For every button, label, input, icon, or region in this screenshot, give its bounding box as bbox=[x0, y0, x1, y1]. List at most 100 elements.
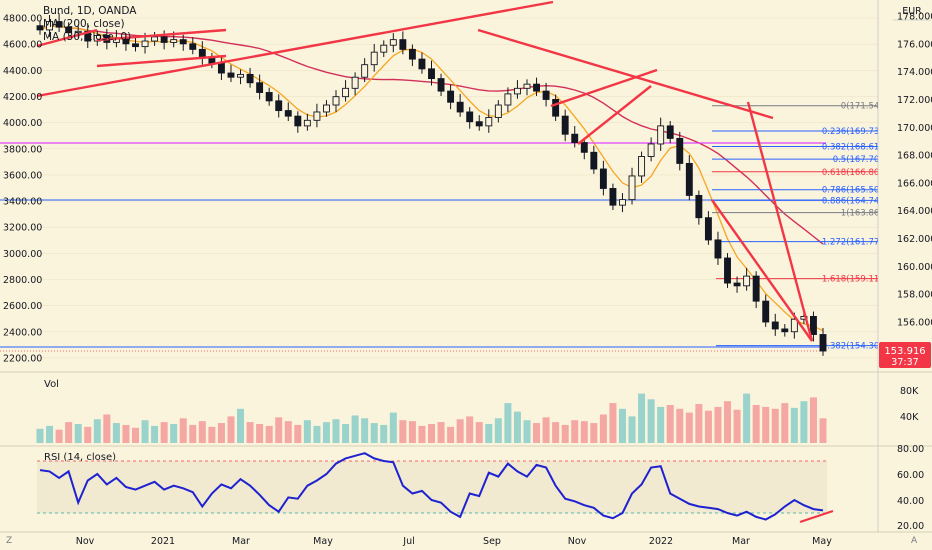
right-axis-tick: 156.000 bbox=[897, 318, 932, 329]
volume-bar bbox=[618, 408, 626, 443]
candle-body bbox=[685, 162, 693, 196]
right-axis-tick: 164.000 bbox=[897, 206, 932, 217]
volume-bar bbox=[256, 424, 264, 443]
candle-body bbox=[275, 100, 283, 112]
left-axis-tick: 2400.00 bbox=[3, 327, 42, 338]
volume-bar bbox=[151, 425, 159, 443]
right-axis-bg bbox=[878, 0, 932, 550]
volume-bar bbox=[160, 422, 168, 443]
left-axis-tick: 4800.00 bbox=[3, 14, 42, 25]
time-axis-tick: May bbox=[812, 536, 832, 547]
candle-body bbox=[552, 99, 560, 117]
volume-bar bbox=[447, 426, 455, 443]
volume-bar bbox=[647, 399, 655, 443]
volume-bar bbox=[676, 408, 684, 443]
left-axis-tick: 4600.00 bbox=[3, 40, 42, 51]
trendlines[interactable] bbox=[36, 0, 814, 342]
volume-bar bbox=[408, 421, 416, 443]
left-axis-tick: 4200.00 bbox=[3, 92, 42, 103]
volume-bar bbox=[466, 416, 474, 443]
falling-channel-upper bbox=[746, 101, 814, 342]
candle-body bbox=[781, 328, 789, 333]
candle-body bbox=[485, 117, 493, 127]
volume-bar bbox=[762, 406, 770, 443]
rsi-label: RSI (14, close) bbox=[44, 452, 116, 463]
left-axis-tick: 3800.00 bbox=[3, 144, 42, 155]
fib-label: 0(171.549) bbox=[841, 102, 888, 112]
rsi-band bbox=[37, 461, 827, 513]
candle-body bbox=[46, 21, 53, 31]
volume-bar bbox=[189, 424, 197, 443]
candle-body bbox=[790, 318, 798, 333]
candle-body bbox=[332, 96, 340, 106]
fib-label: 0.382(154.301) bbox=[822, 342, 888, 352]
candle-body bbox=[437, 78, 445, 92]
auto-scale-icon[interactable]: A bbox=[911, 536, 918, 546]
candle-body bbox=[389, 39, 397, 46]
left-axis-tick: 2800.00 bbox=[3, 275, 42, 286]
volume-bar bbox=[217, 423, 225, 443]
candle-body bbox=[561, 115, 569, 135]
volume-bar bbox=[504, 403, 512, 443]
volume-bar bbox=[638, 393, 646, 443]
rsi-tick-40: 40.00 bbox=[897, 496, 924, 507]
candle-body bbox=[151, 36, 159, 42]
time-axis-tick: Nov bbox=[568, 536, 587, 547]
volume-tick-40k: 40K bbox=[900, 412, 919, 423]
candle-body bbox=[609, 188, 617, 206]
time-axis-tick: Jul bbox=[402, 536, 414, 547]
wedge-lower bbox=[577, 85, 652, 145]
volume-bar bbox=[46, 425, 54, 443]
long-rising-trendline bbox=[36, 0, 554, 98]
time-axis-tick: 2021 bbox=[151, 536, 175, 547]
volume-bar bbox=[380, 424, 388, 443]
volume-bar bbox=[599, 414, 607, 443]
right-axis-tick: 162.000 bbox=[897, 234, 932, 245]
candle-body bbox=[771, 321, 779, 330]
candle-body bbox=[762, 300, 770, 323]
candle-body bbox=[752, 275, 760, 302]
fib-label: 1.618(159.117) bbox=[822, 275, 888, 285]
volume-bar bbox=[752, 405, 760, 443]
candle-body bbox=[408, 48, 416, 60]
candle-body bbox=[284, 110, 292, 117]
candle-body bbox=[179, 39, 187, 45]
candle-body bbox=[428, 68, 435, 80]
candle-body bbox=[542, 90, 550, 100]
candle-body bbox=[571, 133, 579, 144]
volume-bar bbox=[418, 425, 426, 443]
candle-body bbox=[599, 168, 607, 189]
timezone-icon[interactable]: Z bbox=[6, 536, 12, 546]
fib-label: 1(163.865) bbox=[841, 209, 888, 219]
time-axis-tick: 2022 bbox=[649, 536, 673, 547]
candle-body bbox=[370, 51, 378, 66]
candle-body bbox=[619, 199, 626, 206]
ma200-label: MA (200, close) bbox=[43, 18, 125, 30]
volume-bar bbox=[227, 416, 235, 443]
fib-label: 0.618(166.800) bbox=[822, 168, 888, 178]
candle-body bbox=[246, 73, 254, 84]
volume-bar bbox=[284, 421, 292, 443]
candle-body bbox=[523, 83, 531, 89]
left-axis-tick: 2600.00 bbox=[3, 301, 42, 312]
right-axis-tick: 176.000 bbox=[897, 39, 932, 50]
rsi-divergence-line[interactable] bbox=[799, 509, 834, 524]
volume-bar bbox=[809, 397, 817, 443]
fib-label: 0.5(167.707) bbox=[833, 155, 888, 165]
candle-body bbox=[810, 315, 817, 335]
candle-body bbox=[361, 64, 369, 78]
candle-body bbox=[141, 40, 149, 48]
volume-bar bbox=[74, 424, 82, 443]
volume-bar bbox=[275, 417, 283, 443]
volume-bar bbox=[485, 424, 493, 443]
rsi-tick-60: 60.00 bbox=[897, 470, 924, 481]
channel-upper bbox=[96, 28, 227, 42]
volume-bar bbox=[456, 419, 464, 443]
volume-bar bbox=[533, 423, 541, 443]
volume-bar bbox=[208, 426, 216, 443]
candle-body bbox=[743, 275, 751, 287]
candle-body bbox=[313, 111, 321, 121]
fibonacci-levels[interactable]: 0(171.549) 0.236(169.735) 0.382(168.614) 0.… bbox=[712, 102, 888, 352]
candle-body bbox=[533, 83, 540, 92]
